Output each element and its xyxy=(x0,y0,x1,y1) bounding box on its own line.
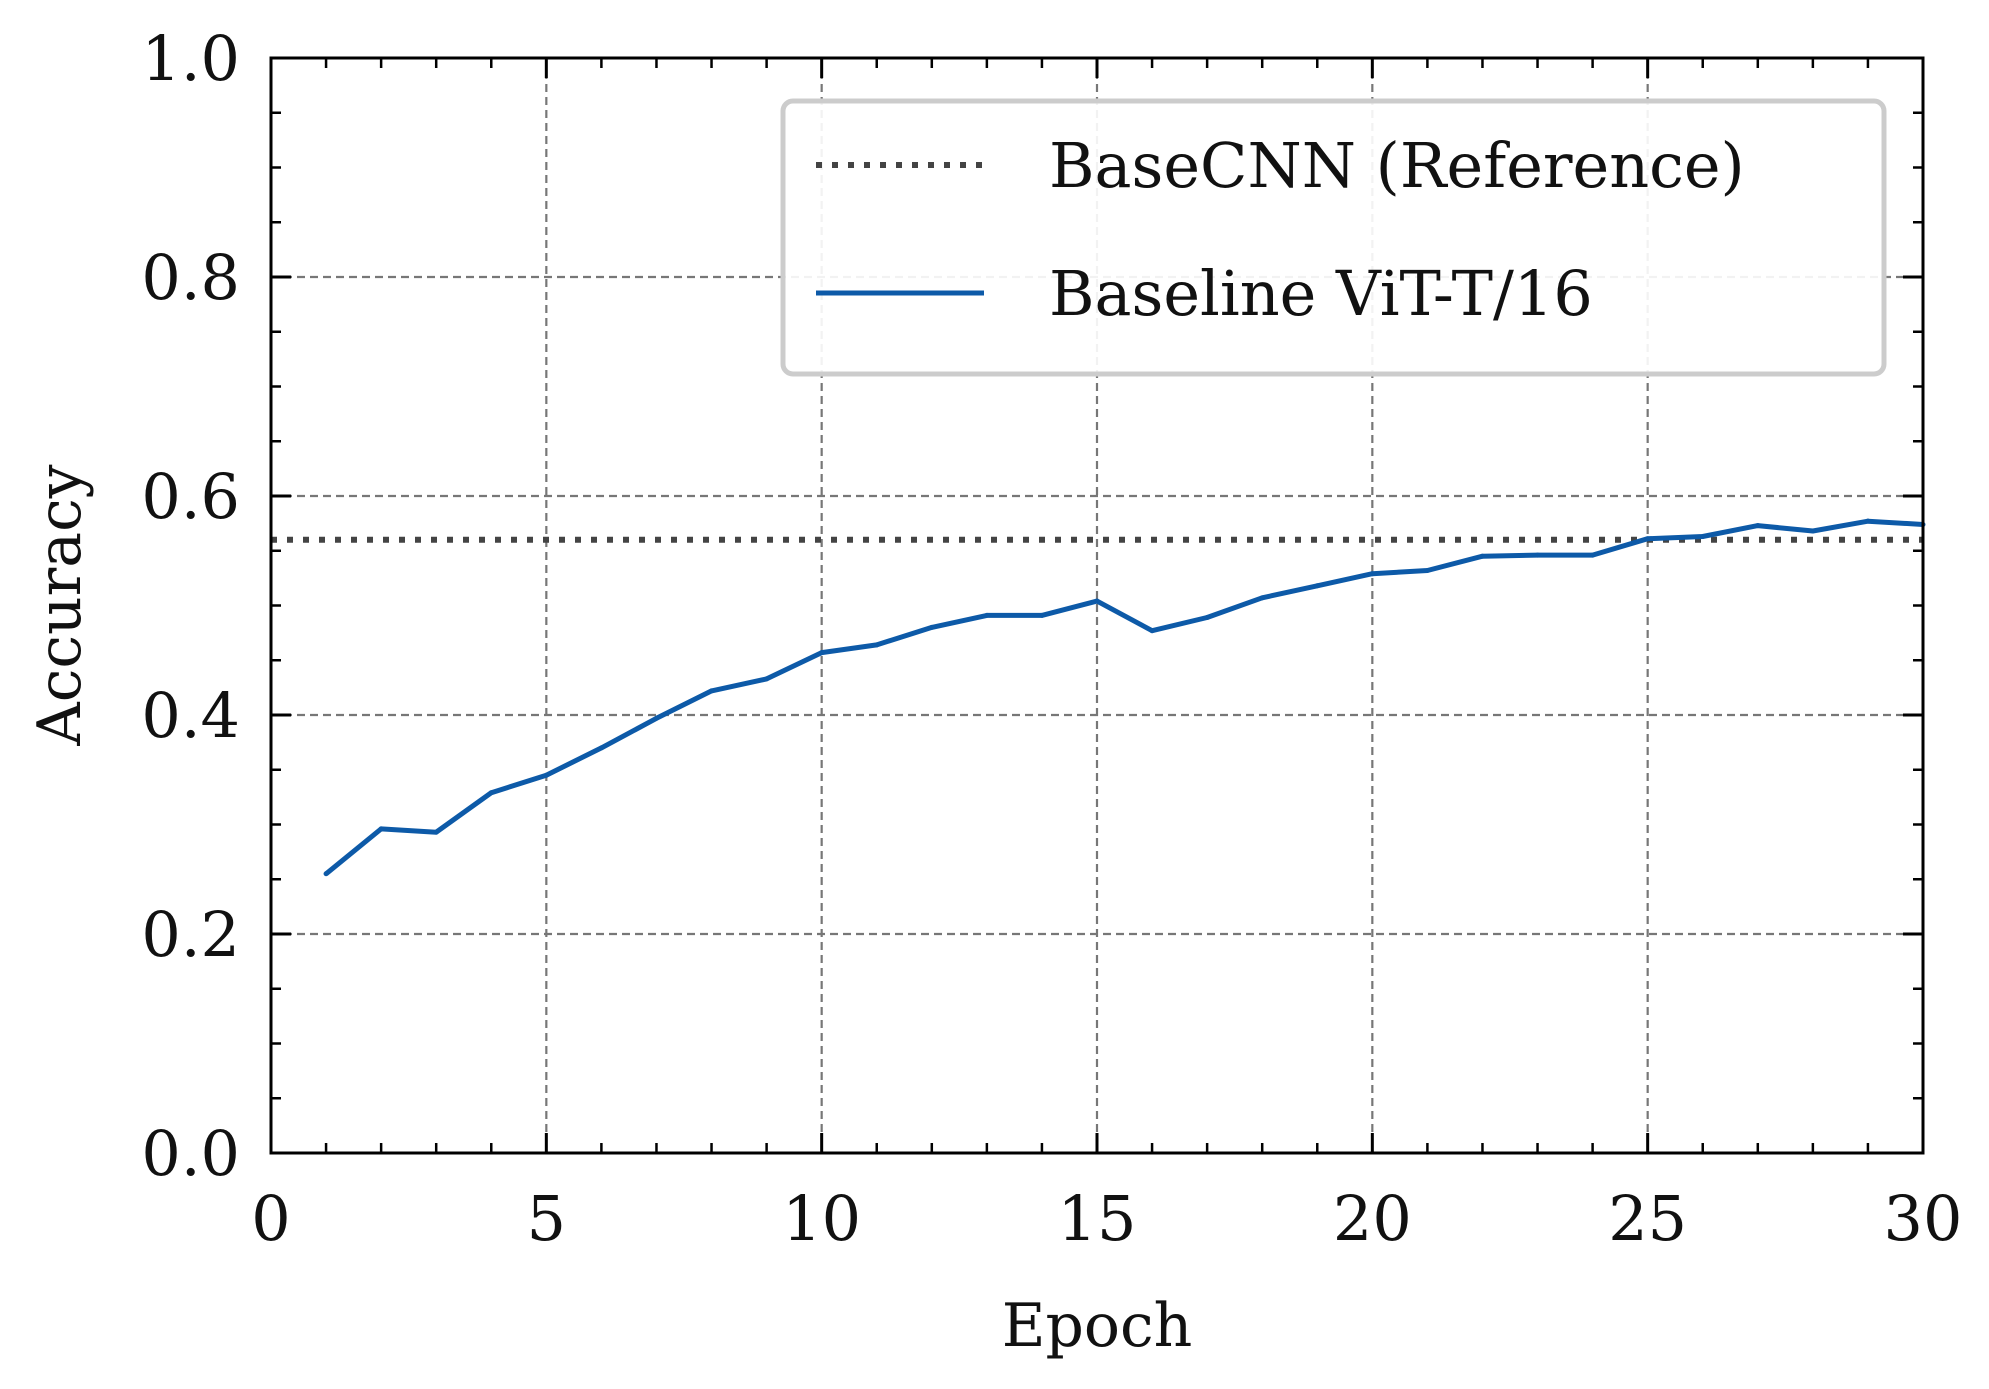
y-tick-label: 0.0 xyxy=(141,1117,240,1190)
data-point xyxy=(488,790,494,796)
data-point xyxy=(1149,628,1155,634)
y-tick-label: 0.4 xyxy=(141,679,240,752)
data-point xyxy=(598,745,604,751)
data-point xyxy=(819,650,825,656)
x-tick-label: 30 xyxy=(1884,1182,1963,1255)
data-point xyxy=(1590,552,1596,558)
x-tick-label: 10 xyxy=(782,1182,861,1255)
legend-label-vit: Baseline ViT-T/16 xyxy=(1049,257,1593,330)
data-point xyxy=(1535,552,1541,558)
data-point xyxy=(1865,518,1871,524)
legend-label-basecnn: BaseCNN (Reference) xyxy=(1049,129,1745,202)
x-tick-labels: 0 5 10 15 20 25 30 xyxy=(251,1182,1962,1255)
plot-frame xyxy=(269,56,1925,1155)
x-tick-label: 15 xyxy=(1058,1182,1137,1255)
data-point xyxy=(1755,523,1761,529)
data-point xyxy=(1314,583,1320,589)
data-point xyxy=(1810,528,1816,534)
data-point xyxy=(653,715,659,721)
data-point xyxy=(543,772,549,778)
data-point xyxy=(1204,615,1210,621)
data-point xyxy=(1700,534,1706,540)
legend-box xyxy=(780,98,1887,377)
data-point xyxy=(1039,612,1045,618)
data-point xyxy=(1424,567,1430,573)
data-point xyxy=(1259,595,1265,601)
data-point xyxy=(1094,598,1100,604)
data-point xyxy=(1645,536,1651,542)
minor-ticks xyxy=(271,58,1923,1153)
data-point xyxy=(323,871,329,877)
x-tick-label: 0 xyxy=(251,1182,290,1255)
x-tick-label: 25 xyxy=(1608,1182,1687,1255)
data-point xyxy=(929,624,935,630)
y-tick-label: 0.8 xyxy=(141,241,240,314)
y-tick-label: 0.2 xyxy=(141,898,240,971)
x-tick-label: 5 xyxy=(527,1182,566,1255)
y-tick-label: 1.0 xyxy=(141,22,240,95)
data-point xyxy=(984,612,990,618)
y-tick-labels: 0.0 0.2 0.4 0.6 0.8 1.0 xyxy=(141,22,240,1190)
x-axis-label: Epoch xyxy=(1002,1291,1193,1361)
data-point xyxy=(709,688,715,694)
data-point xyxy=(764,676,770,682)
y-tick-label: 0.6 xyxy=(141,460,240,533)
data-point xyxy=(378,826,384,832)
y-axis-label: Accuracy xyxy=(25,464,95,746)
series-line-vit xyxy=(324,518,1924,876)
data-point xyxy=(874,642,880,648)
data-point xyxy=(433,829,439,835)
x-tick-label: 20 xyxy=(1333,1182,1412,1255)
data-point xyxy=(1479,553,1485,559)
data-point xyxy=(1369,571,1375,577)
legend: BaseCNN (Reference) Baseline ViT-T/16 xyxy=(780,98,1887,377)
series-layer xyxy=(271,518,1926,877)
